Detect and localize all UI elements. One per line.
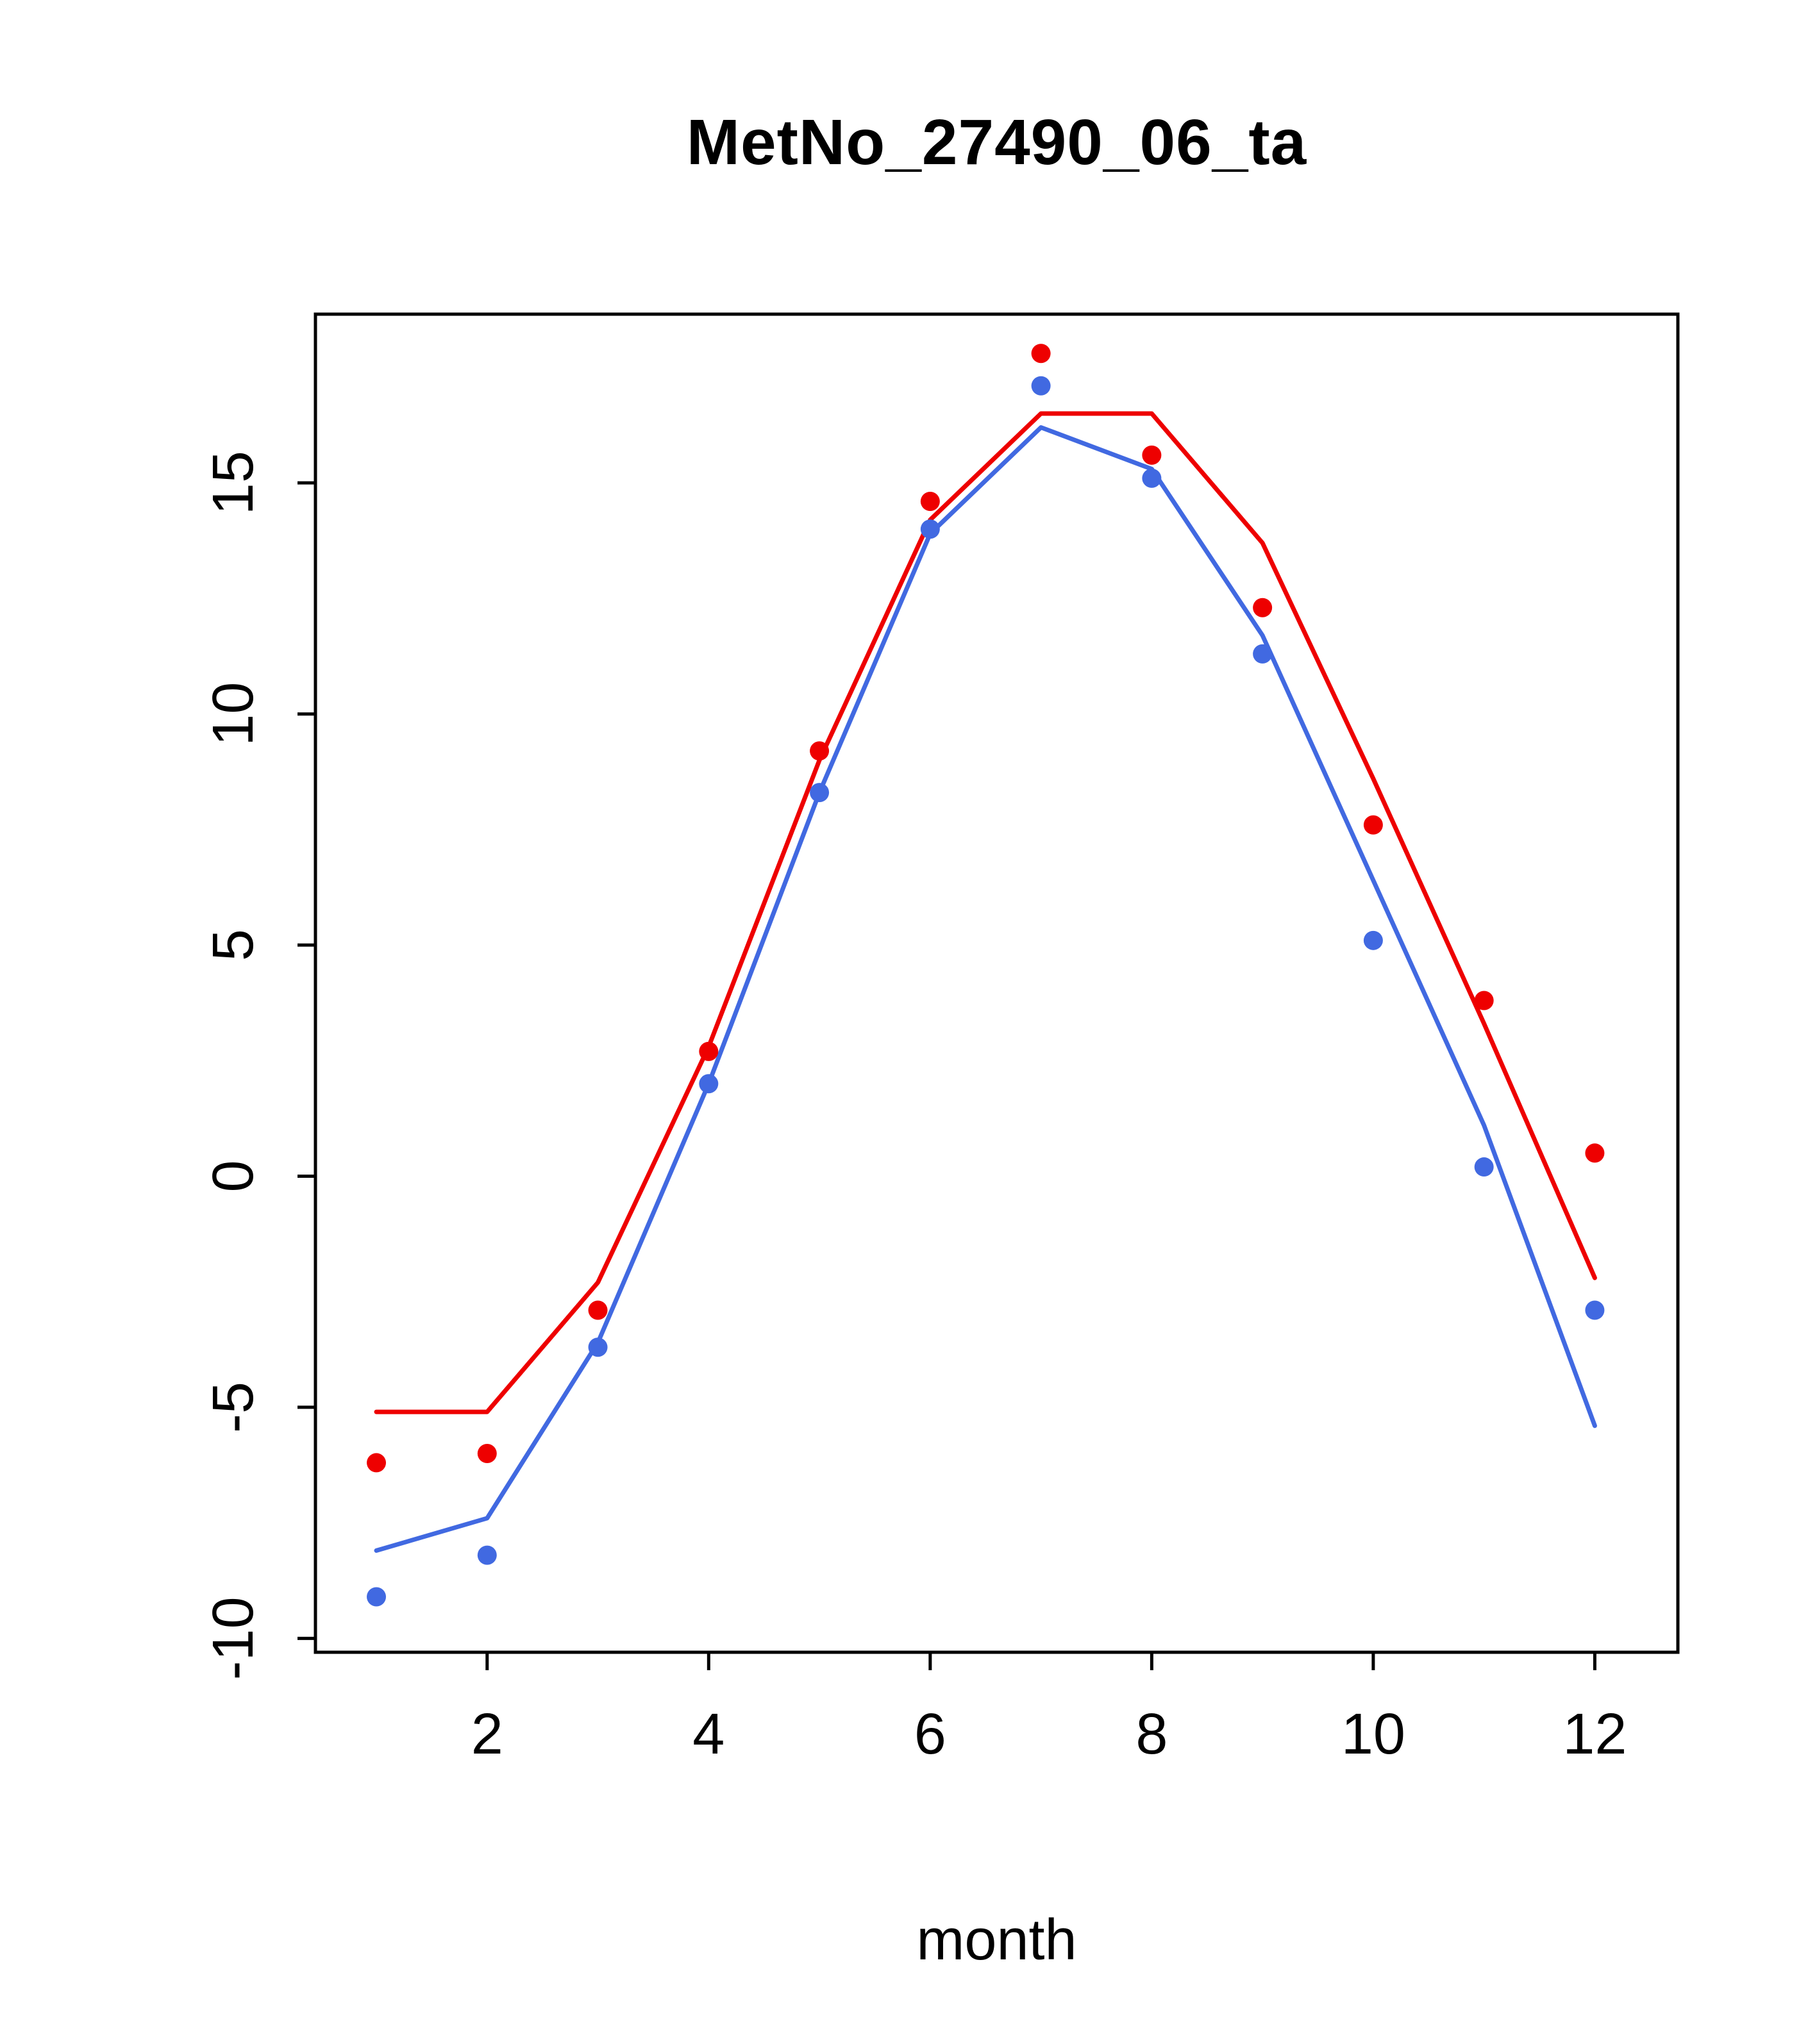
blue-points-marker	[699, 1074, 719, 1094]
red-points-marker	[699, 1041, 719, 1061]
red-line-series	[374, 411, 1597, 1414]
red-points-marker	[367, 1453, 387, 1473]
y-tick-label: 15	[201, 451, 265, 515]
red-points-marker	[1142, 445, 1162, 465]
blue-points-marker	[1585, 1300, 1605, 1320]
red-points-marker	[477, 1444, 497, 1464]
blue-points-marker	[810, 783, 830, 803]
blue-points-marker	[367, 1587, 387, 1607]
x-tick-label: 4	[692, 1702, 724, 1766]
y-tick-label: -5	[201, 1382, 265, 1433]
blue-points-marker	[588, 1337, 608, 1357]
x-tick-label: 10	[1341, 1702, 1405, 1766]
red-points-marker	[588, 1300, 608, 1320]
red-points-marker	[1253, 598, 1273, 617]
blue-points-marker	[1253, 644, 1273, 664]
y-tick-label: 0	[201, 1160, 265, 1192]
x-tick-label: 2	[471, 1702, 503, 1766]
red-points-marker	[810, 741, 830, 761]
x-axis-label: month	[916, 1908, 1077, 1972]
blue-points-marker	[477, 1545, 497, 1565]
chart-title: MetNo_27490_06_ta	[686, 106, 1307, 178]
blue-points-marker	[1363, 930, 1383, 950]
x-tick-label: 8	[1135, 1702, 1168, 1766]
blue-points-marker	[1142, 468, 1162, 488]
red-points-marker	[1474, 991, 1494, 1010]
x-tick-label: 12	[1562, 1702, 1627, 1766]
y-tick-label: 5	[201, 929, 265, 961]
y-tick-label: -10	[201, 1596, 265, 1680]
blue-points-marker	[920, 519, 940, 539]
plot-box	[314, 312, 1680, 1654]
blue-points-marker	[1474, 1157, 1494, 1177]
red-points-marker	[920, 491, 940, 511]
blue-line-series	[374, 425, 1597, 1553]
red-points-marker	[1031, 344, 1051, 364]
red-points-marker	[1585, 1143, 1605, 1163]
x-tick-label: 6	[914, 1702, 946, 1766]
blue-points-marker	[1031, 376, 1051, 396]
y-tick-label: 10	[201, 682, 265, 746]
red-points-marker	[1363, 815, 1383, 835]
